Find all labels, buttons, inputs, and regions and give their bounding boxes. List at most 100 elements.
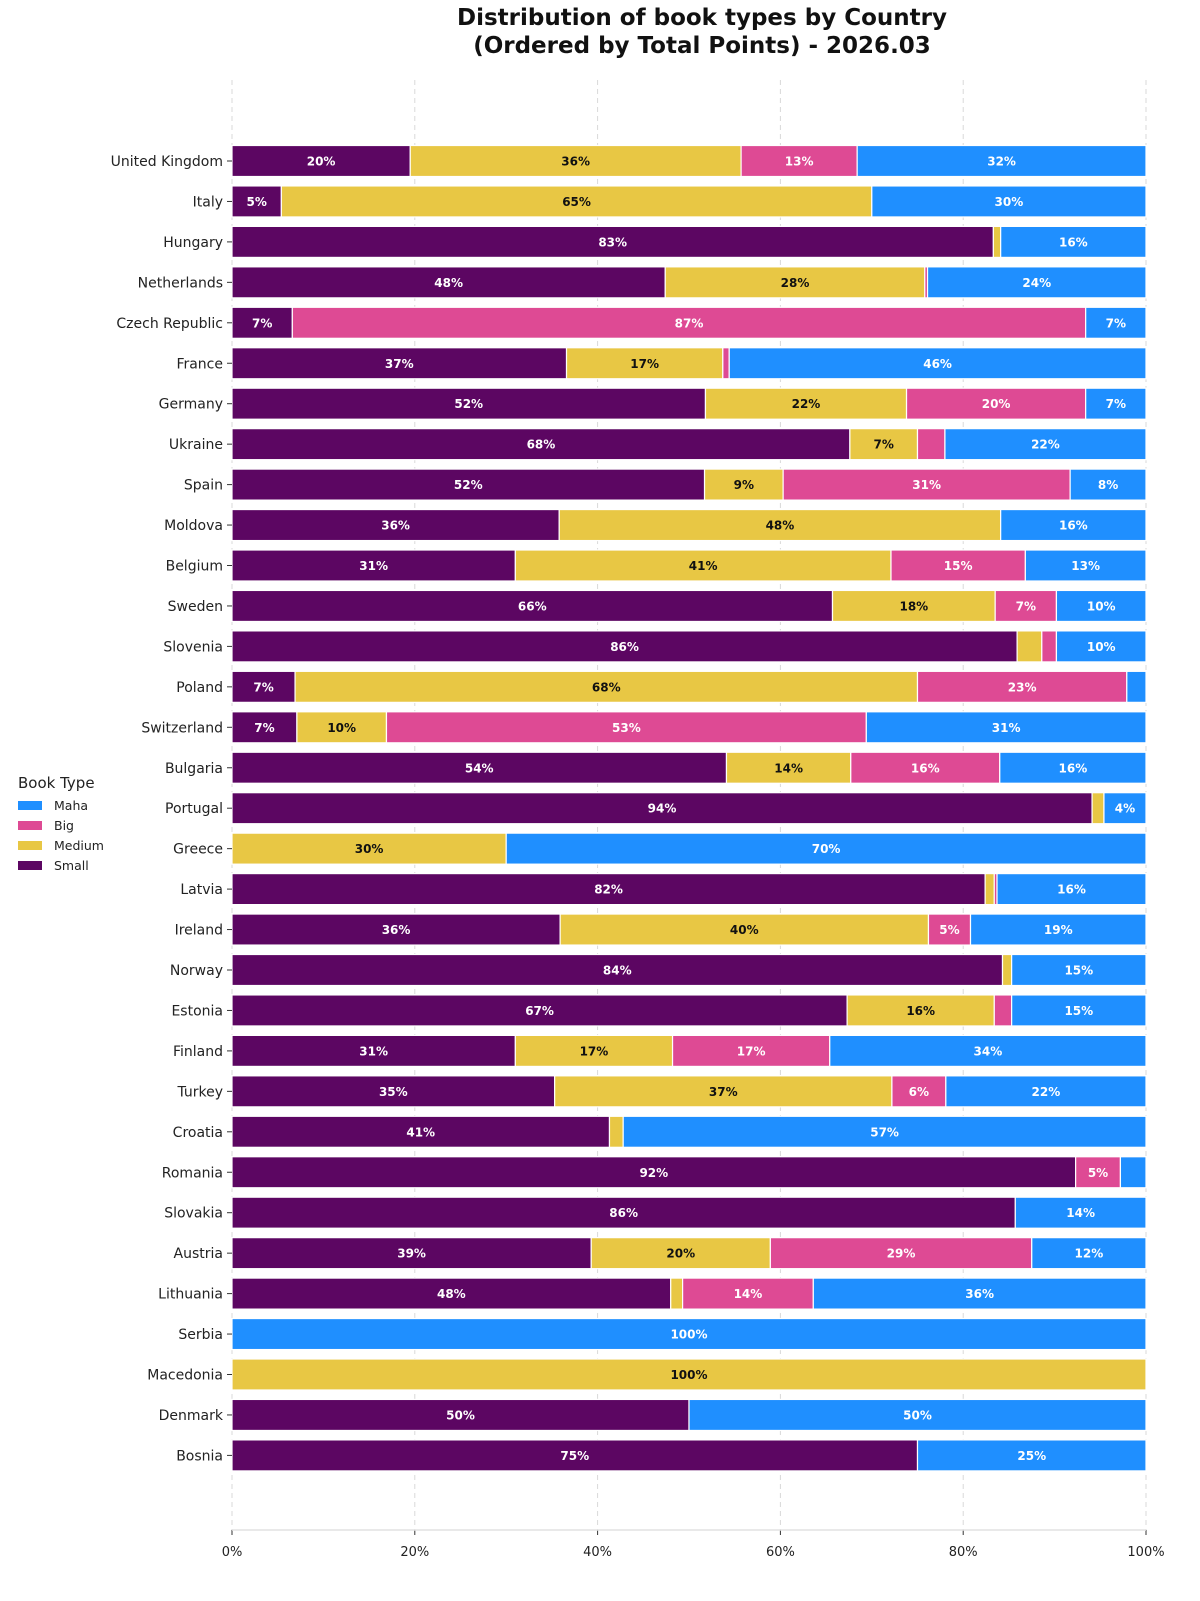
data-label: 67% [525,1004,554,1018]
bar-segment-maha [1119,1156,1147,1189]
y-tick-label: United Kingdom [111,154,223,170]
y-tick-label: Netherlands [138,275,223,291]
data-label: 68% [527,438,556,452]
bar-segment-small [231,306,293,339]
legend: Book Type Maha Big Medium Small [18,774,104,875]
bar-segment-big [890,549,1026,582]
bar-segment-medium [296,711,388,744]
y-tick-label: Portugal [165,801,223,817]
data-label: 65% [562,195,591,209]
data-label: 31% [992,721,1021,735]
y-tick-label: Sweden [168,599,223,615]
bar-segment-maha [688,1398,1147,1432]
bar-segment-small [231,1398,690,1432]
data-label: 48% [437,1287,466,1301]
data-label: 15% [1064,964,1093,978]
y-tick-label: Serbia [178,1327,223,1343]
legend-swatch [18,860,42,870]
bar-segment-medium [294,670,919,703]
y-tick-label: Croatia [173,1125,223,1141]
data-label: 82% [594,883,623,897]
data-label: 48% [766,519,795,533]
bar-segment-medium [565,347,724,380]
data-label: 7% [1106,316,1126,330]
data-label: 20% [666,1247,695,1261]
bar-segment-maha [945,1075,1147,1108]
chart-title: Distribution of book types by Country (O… [232,4,1172,60]
bar-segment-maha [728,347,1147,380]
data-label: 7% [1106,397,1126,411]
data-label: 24% [1022,276,1051,290]
data-label: 12% [1075,1247,1104,1261]
data-label: 7% [253,680,273,694]
legend-swatch [18,840,42,850]
data-label: 87% [675,316,704,330]
data-label: 13% [785,155,814,169]
data-label: 50% [903,1408,932,1422]
data-label: 5% [939,923,959,937]
data-label: 14% [1066,1206,1095,1220]
data-label: 16% [1059,761,1088,775]
data-label: 35% [379,1085,408,1099]
x-tick-label: 80% [949,1545,978,1560]
data-label: 37% [709,1085,738,1099]
bar-segment-big [927,913,972,946]
data-label: 36% [381,519,410,533]
data-label: 5% [1088,1166,1108,1180]
data-label: 41% [689,559,718,573]
y-tick-label: Hungary [163,235,223,251]
data-label: 40% [730,923,759,937]
y-tick-label: Belgium [166,559,223,575]
data-label: 34% [974,1044,1003,1058]
bar-segment-maha [1085,306,1147,339]
y-tick-label: Moldova [164,518,223,534]
data-label: 16% [1057,883,1086,897]
data-label: 48% [434,276,463,290]
bar-segment-big [782,468,1071,501]
bar-segment-small [231,1439,919,1472]
bar-segment-maha [1024,549,1147,582]
bar-segment-medium [409,144,742,178]
data-label: 57% [870,1125,899,1139]
bar-segment-small [231,630,1018,663]
bar-segment-small [231,428,851,461]
x-axis: 0% 20% 40% 60% 80% 100% [222,1529,1165,1560]
data-label: 36% [561,155,590,169]
legend-label: Big [54,817,74,833]
legend-item-big: Big [18,815,104,835]
data-label: 10% [1087,640,1116,654]
bar-segment-big [722,347,730,380]
data-label: 20% [982,397,1011,411]
data-label: 66% [518,599,547,613]
data-label: 10% [327,721,356,735]
bar-segment-small [231,872,986,906]
bar-segment-maha [622,1115,1147,1148]
bar-segment-big [916,428,946,461]
data-label: 5% [246,195,266,209]
bar-segment-medium [590,1237,771,1270]
bar-segment-medium [608,1115,624,1148]
y-tick-label: Bulgaria [165,761,223,777]
bar-segment-maha [856,144,1147,178]
bar-segment-big [916,670,1128,703]
data-label: 14% [734,1287,763,1301]
data-label: 86% [609,1206,638,1220]
y-axis: United Kingdom Italy Hungary Netherlands Cze… [111,154,232,1464]
x-tick-label: 60% [766,1545,795,1560]
data-label: 30% [995,195,1024,209]
data-label: 52% [454,397,483,411]
bar-segment-maha [1014,1196,1147,1229]
legend-item-medium: Medium [18,835,104,855]
data-label: 68% [592,680,621,694]
bar-segment-maha [812,1277,1147,1310]
data-label: 83% [598,235,627,249]
bar-segment-medium [846,994,995,1027]
y-tick-label: Czech Republic [116,316,223,332]
data-label: 25% [1017,1449,1046,1463]
bar-segment-maha [1011,994,1147,1027]
bar-segment-maha [1000,225,1147,258]
bar-segment-medium [984,872,995,906]
data-label: 100% [670,1328,707,1342]
bar-segment-medium [558,508,1002,542]
